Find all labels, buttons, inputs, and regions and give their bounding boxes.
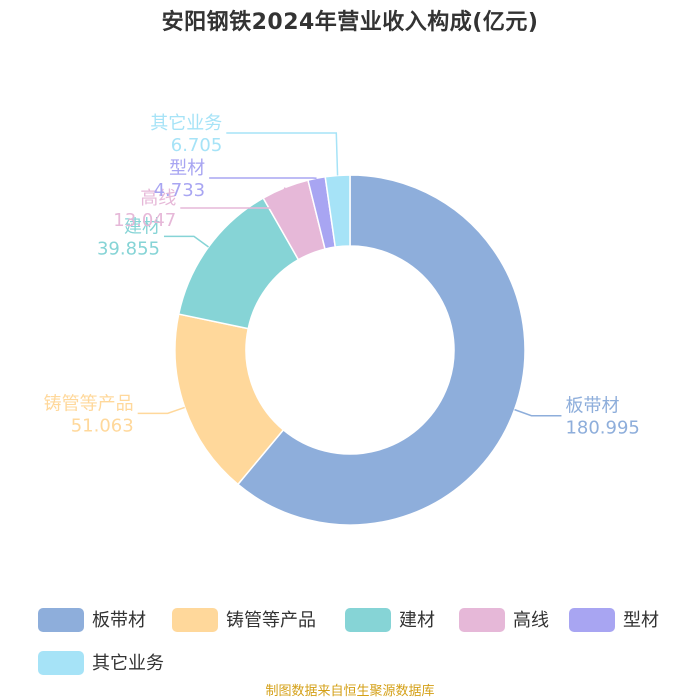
slice-value-0: 180.995 bbox=[565, 418, 639, 439]
legend-item-2: 建材 bbox=[345, 608, 435, 632]
chart-title: 安阳钢铁2024年营业收入构成(亿元) bbox=[161, 10, 539, 35]
slice-value-4: 4.733 bbox=[154, 180, 206, 201]
slice-label-5: 其它业务 bbox=[150, 113, 222, 134]
source-note: 制图数据来自恒生聚源数据库 bbox=[265, 684, 435, 699]
legend-item-0: 板带材 bbox=[38, 608, 146, 632]
legend-label-0: 板带材 bbox=[92, 610, 146, 631]
slice-value-1: 51.063 bbox=[71, 415, 134, 436]
legend-label-2: 建材 bbox=[399, 610, 435, 631]
legend-item-1: 铸管等产品 bbox=[172, 608, 316, 632]
legend-swatch-3 bbox=[459, 608, 505, 632]
legend-item-4: 型材 bbox=[569, 608, 659, 632]
slice-label-3: 高线 bbox=[140, 188, 176, 209]
legend-swatch-1 bbox=[172, 608, 218, 632]
slice-label-0: 板带材 bbox=[565, 396, 619, 417]
slice-label-4: 型材 bbox=[169, 158, 205, 179]
leader-line-2 bbox=[163, 235, 209, 248]
legend-swatch-4 bbox=[569, 608, 615, 632]
leader-line-1 bbox=[137, 406, 185, 415]
leader-line-5 bbox=[226, 132, 339, 176]
donut-slices bbox=[174, 174, 526, 526]
leader-line-0 bbox=[514, 408, 562, 417]
legend-item-3: 高线 bbox=[459, 608, 549, 632]
legend-swatch-5 bbox=[38, 651, 84, 675]
slice-value-5: 6.705 bbox=[171, 135, 223, 156]
slice-0 bbox=[236, 174, 526, 526]
legend-label-3: 高线 bbox=[513, 610, 549, 631]
slice-label-2: 建材 bbox=[124, 216, 160, 237]
slice-label-1: 铸管等产品 bbox=[44, 393, 134, 414]
legend-label-4: 型材 bbox=[623, 610, 659, 631]
legend-label-5: 其它业务 bbox=[92, 653, 164, 674]
slice-5 bbox=[324, 174, 351, 248]
legend-swatch-2 bbox=[345, 608, 391, 632]
legend-swatch-0 bbox=[38, 608, 84, 632]
slice-value-3: 13.047 bbox=[113, 210, 176, 231]
slice-value-2: 39.855 bbox=[97, 238, 160, 259]
legend-label-1: 铸管等产品 bbox=[226, 610, 316, 631]
legend-item-5: 其它业务 bbox=[38, 651, 164, 675]
leader-line-3 bbox=[180, 187, 286, 209]
